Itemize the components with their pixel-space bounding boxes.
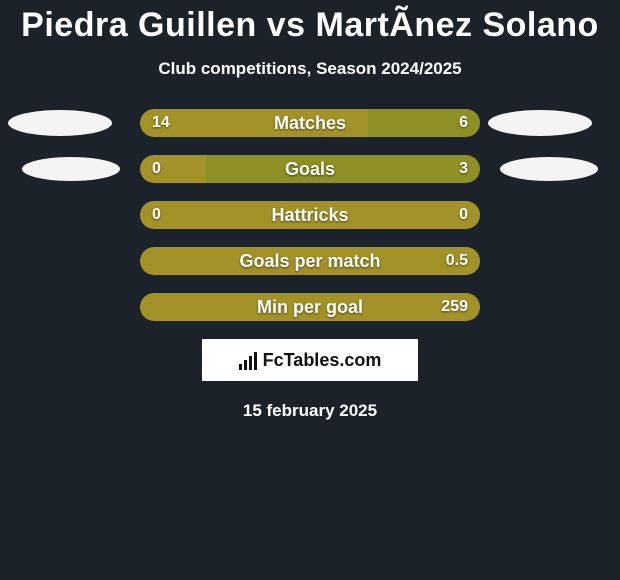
stat-value-left: 14 xyxy=(152,109,170,137)
stat-bar-track xyxy=(140,109,480,137)
stat-value-left: 0 xyxy=(152,155,161,183)
no-image-icon xyxy=(8,110,112,136)
stat-value-right: 0.5 xyxy=(446,247,468,275)
page-subtitle: Club competitions, Season 2024/2025 xyxy=(0,59,620,79)
stat-bar-left-fill xyxy=(140,155,206,183)
no-image-icon xyxy=(488,110,592,136)
stat-row: Goals per match0.5 xyxy=(0,247,620,275)
stats-container: Matches146Goals03Hattricks00Goals per ma… xyxy=(0,109,620,321)
stat-value-right: 3 xyxy=(459,155,468,183)
stat-value-right: 6 xyxy=(459,109,468,137)
no-image-icon xyxy=(500,157,598,181)
no-image-icon xyxy=(22,157,120,181)
stat-value-right: 259 xyxy=(441,293,468,321)
stat-bar-track xyxy=(140,247,480,275)
stat-bar-right-fill xyxy=(206,155,480,183)
bar-chart-icon xyxy=(239,350,257,370)
stat-value-left: 0 xyxy=(152,201,161,229)
stat-bar-left-fill xyxy=(140,109,368,137)
page-title: Piedra Guillen vs MartÃ­nez Solano xyxy=(0,6,620,45)
stat-row: Goals03 xyxy=(0,155,620,183)
stat-value-right: 0 xyxy=(459,201,468,229)
stat-row: Min per goal259 xyxy=(0,293,620,321)
stat-bar-track xyxy=(140,293,480,321)
logo-text: FcTables.com xyxy=(263,350,382,371)
date-label: 15 february 2025 xyxy=(0,401,620,421)
stat-bar-track xyxy=(140,155,480,183)
stat-bar-left-fill xyxy=(140,201,480,229)
stat-bar-left-fill xyxy=(140,293,480,321)
stat-bar-left-fill xyxy=(140,247,480,275)
logo-box: FcTables.com xyxy=(202,339,418,381)
stat-row: Matches146 xyxy=(0,109,620,137)
stat-row: Hattricks00 xyxy=(0,201,620,229)
stat-bar-track xyxy=(140,201,480,229)
